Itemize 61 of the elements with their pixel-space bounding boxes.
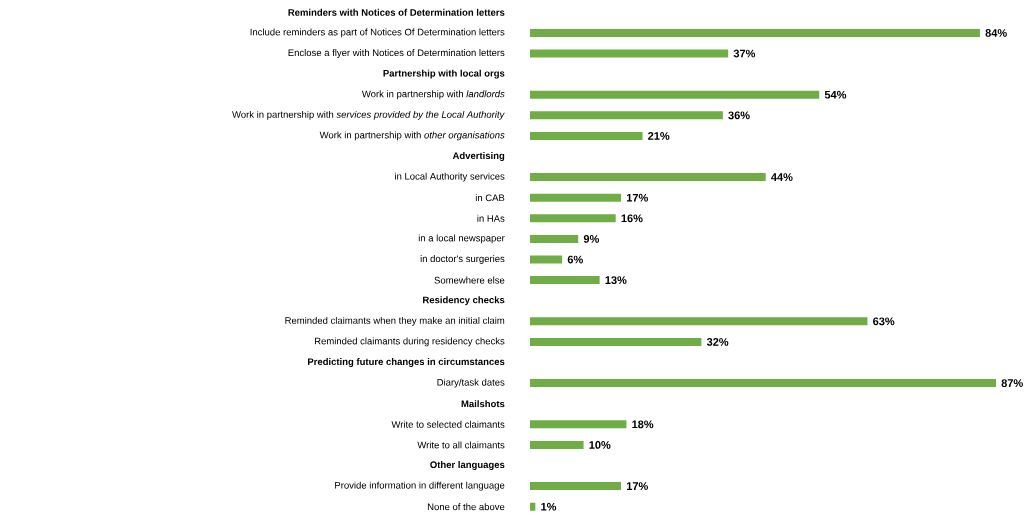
- y-tick-label: Reminded claimants during residency checks: [314, 337, 505, 347]
- y-tick-label: in Local Authority services: [395, 172, 505, 182]
- y-tick-label: Write to selected claimants: [391, 420, 505, 428]
- bar: [530, 420, 627, 429]
- y-tick-label: Work in partnership with other organisations: [319, 131, 505, 141]
- y-tick-label: Residency checks: [423, 296, 505, 306]
- data-label: 84%: [985, 29, 1007, 37]
- y-tick-label: Diary/task dates: [437, 378, 505, 388]
- bar: [530, 440, 584, 449]
- bar: [530, 276, 600, 285]
- data-label: 21%: [648, 132, 670, 140]
- bar: [530, 337, 702, 346]
- data-label: 18%: [632, 420, 654, 429]
- y-tick-label: Include reminders as part of Notices Of Determination letters: [250, 28, 505, 38]
- y-tick-label: in HAs: [477, 214, 505, 222]
- bar: [530, 317, 868, 326]
- data-label: 1%: [541, 502, 557, 511]
- bar: [530, 49, 729, 58]
- y-tick-label: Advertising: [452, 152, 505, 161]
- y-tick-label: Provide information in different language: [335, 481, 505, 491]
- data-label: 63%: [873, 317, 895, 326]
- y-tick-label: Other languages: [430, 461, 505, 470]
- data-label: 16%: [621, 214, 643, 223]
- bar: [530, 234, 579, 243]
- y-tick-label: None of the above: [427, 503, 505, 511]
- bar: [530, 502, 536, 511]
- y-tick-label: Write to all claimants: [417, 441, 505, 449]
- data-label: 6%: [567, 255, 583, 264]
- y-tick-label: Mailshots: [461, 400, 505, 408]
- y-tick-label: Enclose a flyer with Notices of Determination letters: [288, 49, 505, 58]
- y-tick-label: in doctor's surgeries: [420, 255, 505, 264]
- data-label: 17%: [626, 482, 648, 490]
- bar: [530, 111, 723, 120]
- y-tick-label: in CAB: [475, 194, 505, 202]
- y-tick-label: Predicting future changes in circumstances: [308, 358, 505, 367]
- bar: [530, 28, 980, 37]
- bar: [530, 214, 616, 223]
- y-tick-label: Reminders with Notices of Determination letters: [288, 8, 505, 16]
- data-label: 87%: [1001, 379, 1023, 388]
- data-label: 44%: [771, 173, 793, 181]
- data-label: 10%: [589, 441, 611, 449]
- data-label: 9%: [583, 235, 600, 243]
- bar: [530, 255, 563, 264]
- data-label: 54%: [824, 90, 847, 99]
- y-tick-label: Somewhere else: [434, 276, 505, 284]
- bar: [530, 131, 643, 140]
- y-tick-label: Work in partnership with landlords: [361, 90, 505, 100]
- data-label: 32%: [706, 338, 729, 346]
- data-label: 36%: [728, 111, 750, 120]
- bar: [530, 173, 766, 182]
- bar: [530, 90, 820, 99]
- y-tick-label: Reminded claimants when they make an initial claim: [285, 316, 505, 326]
- bar: [530, 379, 996, 388]
- data-label: 13%: [605, 276, 627, 285]
- bar: [530, 482, 622, 491]
- y-tick-label: Partnership with local orgs: [383, 69, 505, 79]
- bar: [530, 193, 622, 202]
- data-label: 37%: [733, 49, 756, 58]
- y-tick-label: in a local newspaper: [418, 234, 505, 244]
- y-tick-label: Work in partnership with services provided by the Local Authority: [232, 110, 505, 120]
- data-label: 17%: [626, 193, 648, 202]
